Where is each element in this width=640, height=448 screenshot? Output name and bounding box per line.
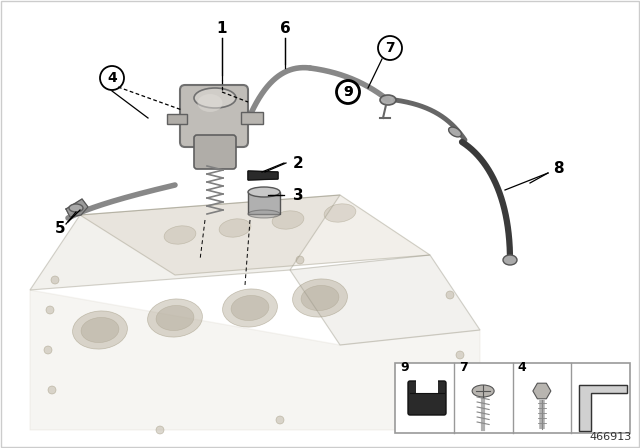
- Text: 9: 9: [400, 361, 408, 374]
- Ellipse shape: [503, 255, 517, 265]
- Bar: [241, 112, 263, 124]
- Ellipse shape: [324, 204, 356, 222]
- Polygon shape: [290, 255, 480, 345]
- Circle shape: [446, 291, 454, 299]
- Ellipse shape: [248, 187, 280, 197]
- Ellipse shape: [472, 385, 494, 397]
- Text: 7: 7: [459, 361, 467, 374]
- Polygon shape: [66, 199, 88, 217]
- Polygon shape: [579, 385, 627, 431]
- Ellipse shape: [72, 311, 127, 349]
- Text: 5: 5: [54, 220, 65, 236]
- Polygon shape: [533, 383, 551, 399]
- Ellipse shape: [148, 299, 202, 337]
- Bar: [167, 114, 187, 124]
- Ellipse shape: [449, 127, 461, 137]
- Circle shape: [156, 426, 164, 434]
- Ellipse shape: [231, 295, 269, 321]
- Circle shape: [456, 351, 464, 359]
- Circle shape: [44, 346, 52, 354]
- Circle shape: [46, 306, 54, 314]
- Text: 9: 9: [343, 85, 353, 99]
- Bar: [395, 363, 630, 433]
- Text: 2: 2: [292, 155, 303, 171]
- Text: 8: 8: [553, 160, 563, 176]
- Circle shape: [296, 256, 304, 264]
- Ellipse shape: [380, 95, 396, 105]
- Ellipse shape: [156, 306, 194, 331]
- Ellipse shape: [301, 285, 339, 310]
- Text: 1: 1: [217, 21, 227, 35]
- Bar: [248, 192, 280, 214]
- Circle shape: [51, 276, 59, 284]
- Circle shape: [276, 416, 284, 424]
- Ellipse shape: [292, 279, 348, 317]
- Ellipse shape: [69, 204, 83, 212]
- Ellipse shape: [164, 226, 196, 244]
- Polygon shape: [80, 195, 430, 275]
- Text: 7: 7: [385, 41, 395, 55]
- FancyBboxPatch shape: [180, 85, 248, 147]
- Circle shape: [48, 386, 56, 394]
- Polygon shape: [30, 195, 340, 290]
- Ellipse shape: [198, 94, 223, 112]
- Polygon shape: [248, 171, 278, 180]
- Text: 6: 6: [280, 21, 291, 35]
- Polygon shape: [30, 290, 480, 430]
- Ellipse shape: [81, 318, 119, 343]
- Text: 466913: 466913: [589, 432, 632, 442]
- FancyBboxPatch shape: [408, 381, 446, 415]
- Ellipse shape: [272, 211, 304, 229]
- Text: 9: 9: [343, 85, 353, 99]
- Text: 4: 4: [518, 361, 526, 374]
- Ellipse shape: [223, 289, 278, 327]
- Ellipse shape: [219, 219, 251, 237]
- Ellipse shape: [248, 210, 280, 218]
- Ellipse shape: [194, 88, 236, 108]
- Text: 4: 4: [107, 71, 117, 85]
- FancyBboxPatch shape: [194, 135, 236, 169]
- FancyBboxPatch shape: [416, 378, 438, 394]
- Text: 3: 3: [292, 188, 303, 202]
- Circle shape: [396, 411, 404, 419]
